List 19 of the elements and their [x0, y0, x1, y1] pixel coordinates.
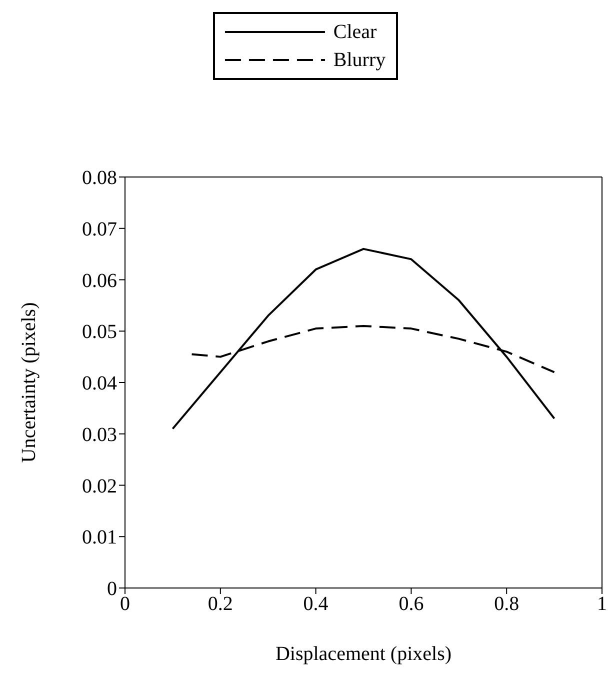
- x-tick-label: 1: [597, 593, 607, 616]
- y-tick-label: 0.06: [82, 270, 117, 292]
- y-tick-label: 0.07: [82, 218, 117, 240]
- y-tick-label: 0.05: [82, 321, 117, 344]
- x-tick-label: 0.2: [208, 593, 233, 616]
- y-tick-label: 0.03: [82, 424, 117, 446]
- y-tick-label: 0.04: [82, 372, 117, 395]
- legend-label: Clear: [333, 20, 377, 44]
- x-tick-label: 0.4: [303, 593, 328, 616]
- legend-label: Blurry: [333, 48, 386, 72]
- x-axis-title: Displacement (pixels): [275, 643, 452, 665]
- line-series: [172, 248, 556, 430]
- y-tick-label: 0.01: [82, 526, 117, 549]
- y-tick-label: 0.02: [82, 475, 117, 498]
- y-tick-label: 0.08: [82, 167, 117, 190]
- y-axis-title: Uncertainty (pixels): [18, 302, 40, 463]
- x-tick-label: 0.8: [494, 593, 520, 616]
- y-tick-label: 0: [107, 578, 117, 600]
- x-tick-label: 0.6: [398, 593, 424, 616]
